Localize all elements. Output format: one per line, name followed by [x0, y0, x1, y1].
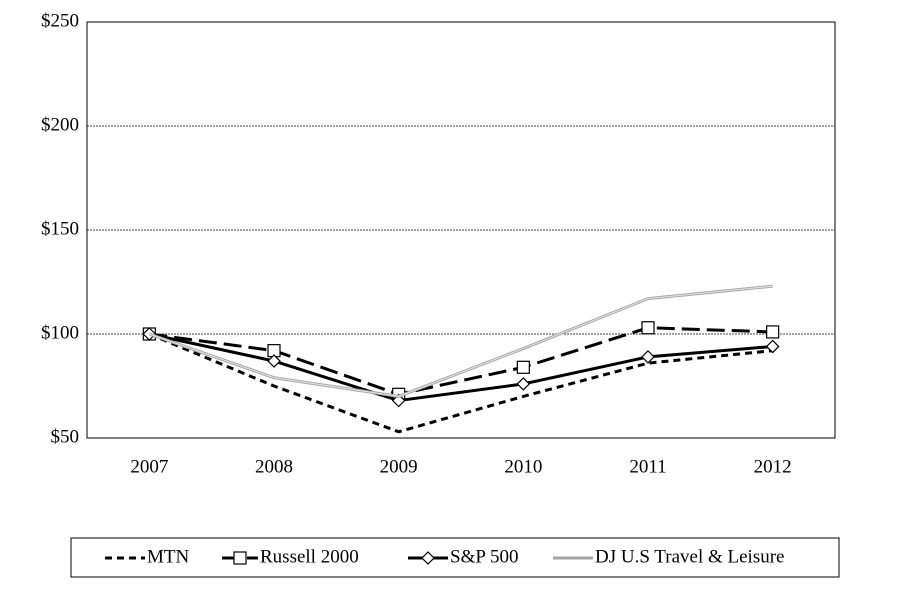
series-line-core [149, 285, 773, 397]
y-tick-label: $150 [41, 218, 79, 239]
legend-label: DJ U.S Travel & Leisure [595, 546, 784, 567]
marker [267, 354, 281, 368]
y-tick-label: $100 [41, 322, 79, 343]
marker [765, 339, 780, 354]
series-line [148, 284, 773, 398]
legend-marker [233, 551, 247, 565]
y-tick-label: $250 [41, 10, 79, 31]
marker [391, 393, 406, 408]
marker [516, 377, 531, 391]
x-tick-label: 2011 [629, 456, 666, 477]
legend-marker [421, 551, 435, 565]
legend-label: S&P 500 [450, 546, 518, 567]
marker [641, 321, 655, 335]
y-tick-label: $50 [51, 426, 80, 447]
marker [641, 350, 655, 364]
x-tick-label: 2009 [380, 456, 418, 477]
series-line [149, 326, 773, 396]
y-tick-label: $200 [41, 114, 79, 135]
legend-label: Russell 2000 [260, 546, 359, 567]
series-line [148, 332, 773, 434]
marker [516, 360, 530, 374]
legend-label: MTN [147, 546, 190, 567]
x-tick-label: 2010 [504, 456, 542, 477]
legend-box [70, 537, 840, 578]
x-tick-label: 2012 [754, 456, 792, 477]
marker [142, 327, 157, 341]
x-tick-label: 2008 [255, 456, 293, 477]
x-tick-label: 2007 [130, 456, 168, 477]
series-line [149, 332, 773, 403]
marker [766, 325, 780, 339]
